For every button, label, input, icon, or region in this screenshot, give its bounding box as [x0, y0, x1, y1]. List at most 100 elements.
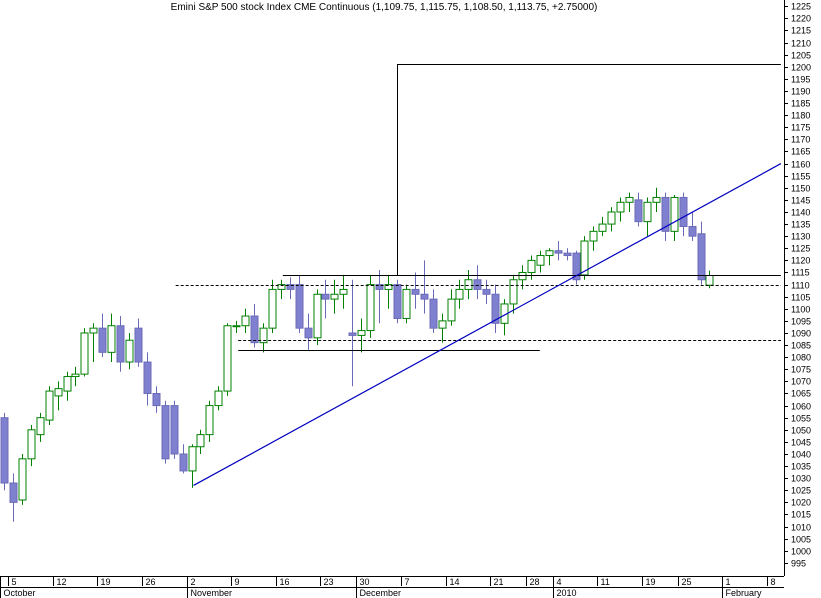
candle-body: [375, 284, 384, 290]
candle-body: [357, 330, 366, 336]
y-tick-label: 1160: [791, 160, 810, 170]
candle-up: [384, 274, 393, 309]
candle-body: [134, 327, 143, 363]
candle-body: [277, 284, 286, 290]
y-tick-label: 1060: [791, 402, 811, 412]
candle-down: [679, 192, 688, 237]
candle-body: [705, 275, 714, 286]
candle-up: [223, 323, 232, 396]
x-tick-label: 8: [771, 577, 776, 587]
candle-up: [643, 197, 652, 237]
x-tick-label: 7: [405, 577, 410, 587]
candle-body: [250, 315, 259, 344]
candle-body: [36, 417, 45, 436]
y-tick-label: 1110: [791, 281, 810, 291]
candle-body: [116, 325, 125, 363]
candle-up: [536, 250, 545, 273]
candle-up: [509, 274, 518, 314]
candle-body: [9, 482, 18, 503]
y-tick-label: 1000: [791, 547, 811, 557]
candle-down: [411, 272, 420, 309]
month-label: October: [4, 588, 36, 598]
candle-down: [295, 274, 304, 333]
candle-body: [268, 288, 277, 329]
candle-up: [188, 444, 197, 488]
y-tick-label: 1075: [791, 365, 811, 375]
candle-body: [18, 458, 27, 501]
y-tick-label: 1225: [791, 2, 811, 12]
y-axis: 995 1000 1005 1010 1015 1020 1025 1030 1035 1040 1…: [784, 2, 811, 569]
candle-body: [313, 293, 322, 339]
candle-body: [196, 434, 205, 448]
y-tick-label: 1180: [791, 111, 810, 121]
candle-body: [670, 196, 679, 232]
y-tick-label: 1025: [791, 486, 811, 496]
candle-body: [98, 327, 107, 353]
x-tick-label: 14: [450, 577, 460, 587]
candle-up: [214, 386, 223, 411]
month-label: 2010: [557, 588, 577, 598]
y-tick-label: 1165: [791, 147, 810, 157]
candle-body: [679, 196, 688, 227]
candle-body: [634, 199, 643, 223]
candle-body: [536, 255, 545, 266]
candle-body: [652, 196, 661, 203]
candle-down: [116, 316, 125, 372]
candle-body: [232, 325, 241, 328]
candle-down: [554, 241, 563, 261]
x-axis: 5 12 19 26 2 9 16 23 30 7 14 21 28 4 11 19 25 1 8 October No…: [0, 576, 784, 598]
candle-down: [143, 352, 152, 406]
x-tick-label: 11: [601, 577, 610, 587]
candle-body: [616, 201, 625, 213]
plot-frame: [0, 0, 785, 577]
candle-body: [0, 417, 9, 484]
y-tick-label: 1100: [791, 305, 810, 315]
y-tick-label: 1115: [791, 268, 810, 278]
candle-up: [18, 453, 27, 505]
x-tick-label: 1: [726, 577, 731, 587]
candle-up: [438, 313, 447, 343]
candle-down: [634, 192, 643, 227]
candle-down: [661, 192, 670, 242]
candle-up: [107, 313, 116, 363]
x-tick-label: 28: [530, 577, 540, 587]
candle-up: [205, 400, 214, 442]
candle-body: [464, 279, 473, 290]
candle-body: [411, 288, 420, 295]
candle-up: [54, 381, 63, 411]
candle-up: [607, 207, 616, 232]
candle-down: [688, 211, 697, 242]
candle-body: [143, 361, 152, 394]
candle-down: [304, 313, 313, 350]
y-tick-label: 1170: [791, 135, 810, 145]
candle-down: [134, 318, 143, 367]
candle-body: [188, 446, 197, 472]
x-tick-label: 5: [12, 577, 17, 587]
candle-body: [205, 405, 214, 436]
y-tick-label: 1215: [791, 26, 811, 36]
candle-up: [598, 216, 607, 237]
month-label: February: [726, 588, 763, 598]
y-tick-label: 1065: [791, 389, 811, 399]
candle-up: [89, 323, 98, 363]
candle-body: [161, 405, 170, 460]
candle-body: [241, 315, 250, 327]
y-tick-label: 1190: [791, 87, 810, 97]
candle-body: [491, 293, 500, 324]
x-tick-label: 26: [146, 577, 156, 587]
candle-up: [268, 279, 277, 333]
candle-up: [545, 248, 554, 266]
candle-body: [482, 288, 491, 295]
candle-body: [572, 252, 581, 281]
candles: [0, 187, 714, 522]
candle-body: [295, 284, 304, 329]
candle-body: [71, 373, 80, 378]
y-tick-label: 1090: [791, 329, 811, 339]
candle-body: [45, 390, 54, 421]
candle-down: [9, 473, 18, 522]
candle-body: [607, 211, 616, 225]
candle-up: [71, 366, 80, 387]
candle-body: [545, 250, 554, 257]
y-tick-label: 1055: [791, 414, 811, 424]
y-tick-label: 1085: [791, 341, 811, 351]
